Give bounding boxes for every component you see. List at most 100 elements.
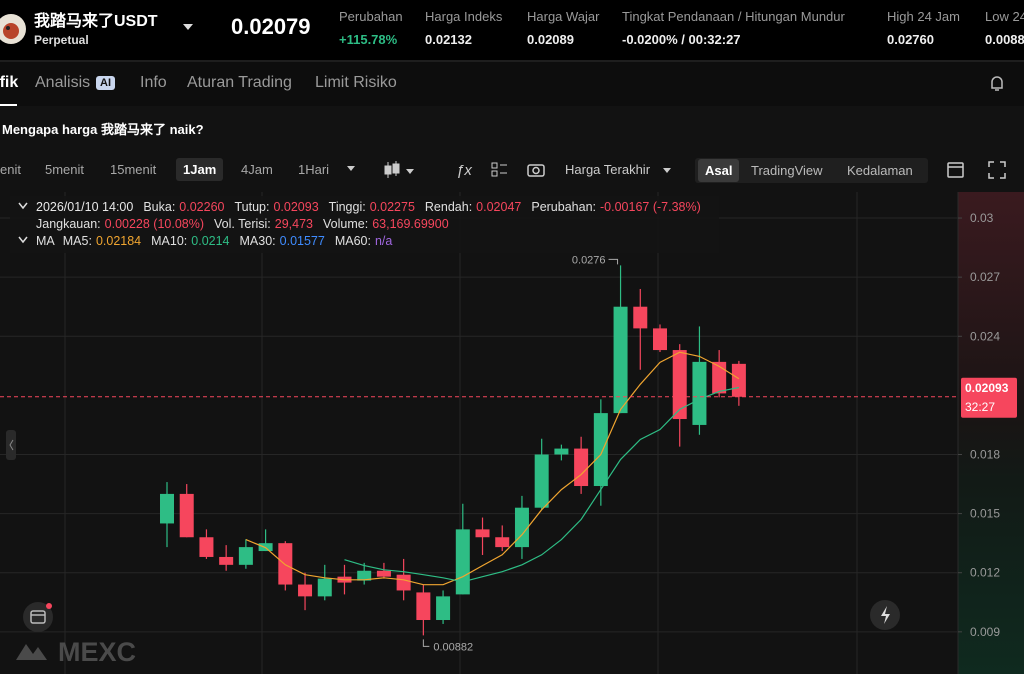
info-value: 2026/01/10 14:00	[36, 200, 134, 214]
info-row: 2026/01/10 14:00 Buka: 0.02260 Tutup: 0.0209…	[36, 199, 711, 216]
info-label: Buka:	[143, 200, 176, 214]
info-value: 0.02275	[369, 200, 415, 214]
countdown-label: 32:27	[965, 400, 995, 414]
fx-icon[interactable]: ƒx	[456, 162, 472, 179]
annotation-arrow	[422, 639, 430, 647]
tab[interactable]: Grafik	[0, 74, 19, 91]
interval-caret[interactable]	[347, 166, 355, 171]
candle-body	[692, 361, 707, 425]
last-price-box	[961, 377, 1017, 418]
info-value: 0.02260	[179, 200, 225, 214]
price-axis-bg	[958, 192, 1024, 674]
interval[interactable]: 5menit	[45, 162, 85, 177]
interval[interactable]: 4Jam	[241, 162, 273, 177]
interval[interactable]: 15menit	[110, 162, 157, 177]
candle-body	[179, 493, 194, 538]
annotation-label: 0.00882	[433, 641, 473, 653]
legend-value: n/a	[374, 234, 393, 248]
stat-value: +115.78%	[339, 32, 398, 47]
candle-body	[199, 537, 214, 557]
candle-body	[317, 578, 332, 597]
stat-label: Harga Indeks	[425, 9, 503, 24]
stat-value: 0.00882	[985, 32, 1024, 47]
info-value: 0.02047	[476, 200, 522, 214]
bolt-button[interactable]	[870, 600, 900, 630]
symbol[interactable]: 我踏马来了USDT	[34, 13, 158, 30]
interval[interactable]: 1Hari	[298, 162, 330, 177]
collapse-icon[interactable]	[18, 236, 28, 244]
ma-legend: MA MA5: 0.02184 MA10: 0.0214 MA30: 0.01577 MA60…	[36, 233, 711, 250]
view[interactable]: Asal	[698, 159, 740, 182]
candle-body	[219, 556, 234, 565]
legend-name: MA30:	[239, 234, 276, 248]
candle-body	[475, 529, 490, 538]
left-handle	[6, 430, 16, 460]
annotation-arrow	[608, 258, 619, 265]
tab[interactable]: Analisis	[35, 74, 91, 91]
question[interactable]: Mengapa harga 我踏马来了 naik?	[2, 122, 204, 137]
candle-body	[396, 574, 411, 591]
info-label: Volume:	[323, 217, 369, 231]
ma-line	[344, 386, 740, 583]
view[interactable]: Kedalaman	[847, 163, 913, 178]
stat-label: Harga Wajar	[527, 9, 600, 24]
candle-body	[534, 454, 549, 508]
candle-body	[160, 493, 174, 524]
candle-body	[593, 413, 608, 487]
y-tick-label: 0.018	[970, 447, 1000, 461]
collapse-icon[interactable]	[18, 202, 28, 210]
tab-underline	[0, 104, 17, 106]
toolbar-icons: ƒx	[384, 158, 964, 183]
candle-body	[238, 547, 253, 565]
grid: 0.03 0.027 0.024 0.018 0.015 0.012 0.009	[0, 211, 1000, 639]
bell-icon[interactable]	[983, 72, 1011, 94]
symbol-dropdown[interactable]	[182, 22, 194, 32]
price-source[interactable]: Harga Terakhir	[565, 162, 651, 177]
layout-icon[interactable]	[491, 162, 507, 177]
candle-body	[731, 363, 746, 397]
legend-name: MA10:	[151, 234, 188, 248]
tab[interactable]: Limit Risiko	[315, 74, 397, 91]
candle-body	[495, 537, 510, 548]
y-tick-label: 0.027	[970, 270, 1000, 284]
candle-type-icon[interactable]	[384, 161, 414, 178]
info-rows: 2026/01/10 14:00 Buka: 0.02260 Tutup: 0.0209…	[36, 199, 711, 233]
candle-body	[376, 570, 391, 577]
info-label: Tinggi:	[328, 200, 366, 214]
calendar-button[interactable]	[23, 602, 53, 632]
last-price-label: 0.02093	[965, 381, 1009, 395]
header: 我踏马来了USDT Perpetual 0.02079 Perubahan +11…	[0, 0, 1024, 62]
camera-icon[interactable]	[527, 164, 545, 177]
window-icon[interactable]	[947, 162, 964, 178]
candle-body	[712, 361, 727, 394]
candle-body	[633, 306, 648, 329]
price-source-caret[interactable]	[663, 168, 671, 173]
y-tick-label: 0.012	[970, 566, 1000, 580]
info-label: Jangkauan:	[36, 217, 101, 231]
tab[interactable]: Info	[140, 74, 167, 91]
candle-body	[554, 448, 569, 455]
view[interactable]: TradingView	[751, 163, 823, 178]
tab[interactable]: Aturan Trading	[187, 74, 292, 91]
stat-label: High 24 Jam	[887, 9, 960, 24]
info-row: Jangkauan: 0.00228 (10.08%) Vol. Terisi: 29…	[36, 216, 711, 233]
info-panel: 2026/01/10 14:00 Buka: 0.02260 Tutup: 0.0209…	[10, 196, 719, 253]
interval[interactable]: 1Jam	[176, 158, 224, 181]
view-switch-bg	[695, 158, 928, 183]
annotation-label: 0.0276	[572, 254, 606, 266]
legend-name: MA60:	[334, 234, 371, 248]
info-value: 0.02093	[273, 200, 319, 214]
interval[interactable]: 1menit	[0, 162, 22, 177]
info-value: 63,169.69900	[372, 217, 449, 231]
plot: 0.0276 0.00882 0.02093 32:27	[0, 254, 1017, 653]
info-value: 29,473	[274, 217, 314, 231]
candle-body	[416, 592, 431, 621]
indicator-name: MA	[36, 234, 55, 248]
ma-line	[245, 351, 740, 586]
candle-body	[574, 448, 589, 487]
legend-value: 0.01577	[279, 234, 325, 248]
fullscreen-icon[interactable]	[987, 160, 1007, 180]
candle-body	[278, 543, 293, 585]
watermark: MEXC	[58, 637, 136, 667]
